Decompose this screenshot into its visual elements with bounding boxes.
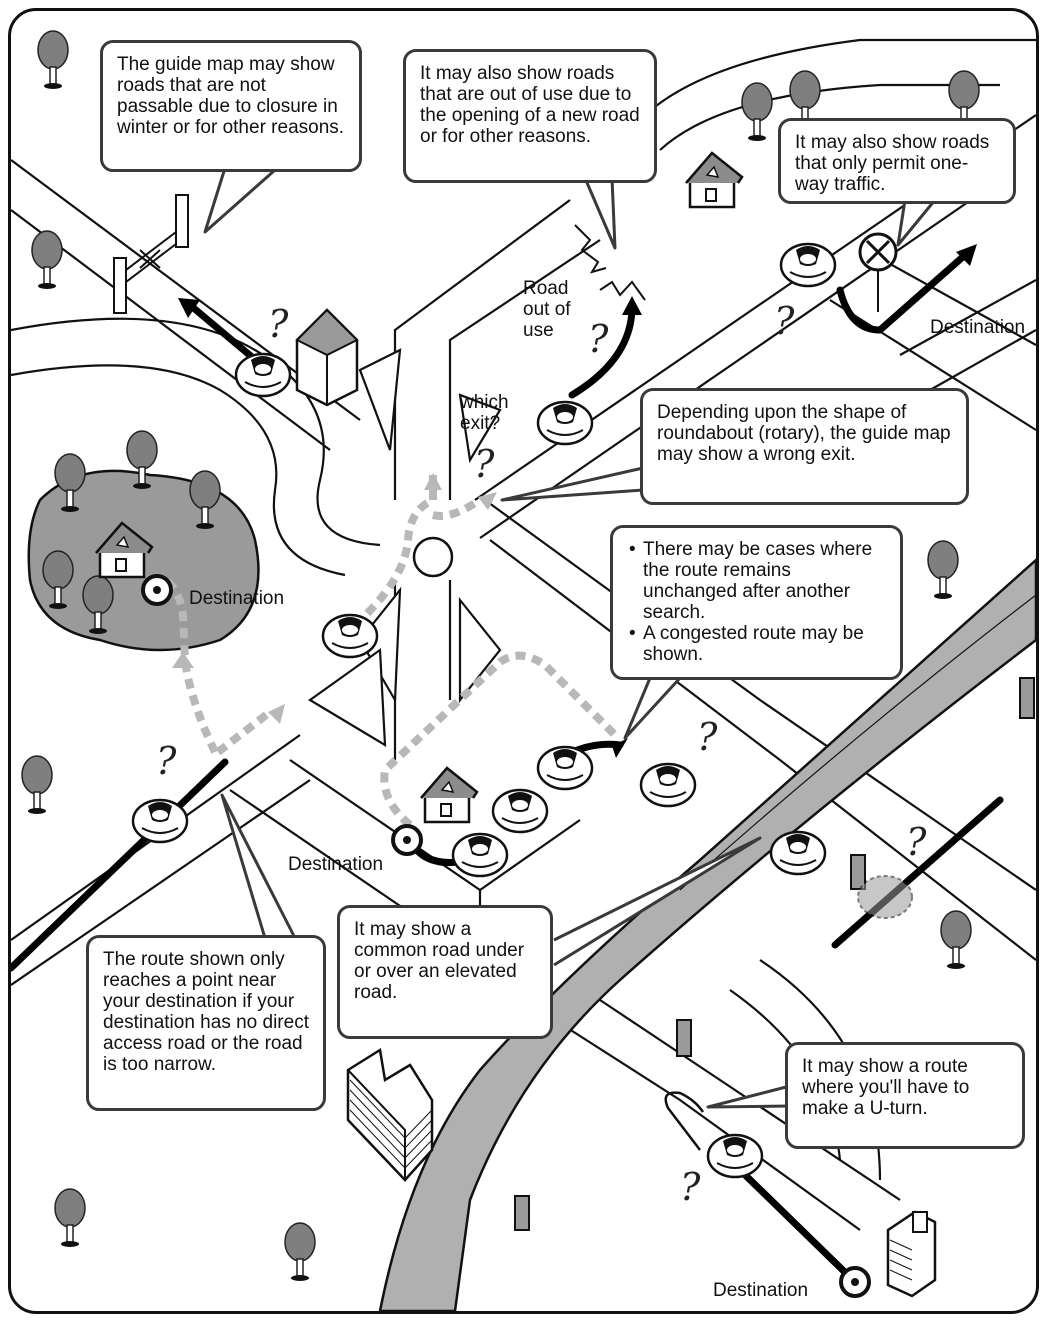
car-icon: [706, 1133, 764, 1179]
road-network: [11, 38, 1036, 1231]
car-icon: [131, 798, 189, 844]
question-mark: ?: [588, 317, 609, 361]
car-icon: [234, 352, 292, 398]
car-icon: [321, 613, 379, 659]
destination-label: Destination: [713, 1280, 809, 1301]
suggested-route-arrowheads: [172, 473, 497, 724]
callout-roundabout: Depending upon the shape of roundabout (…: [640, 388, 969, 505]
destination-marker-icon: [839, 1266, 871, 1298]
elevated-road: [378, 557, 1036, 1311]
destination-label: Destination: [189, 588, 285, 609]
question-mark: ?: [156, 739, 177, 783]
car-icon: [779, 242, 837, 288]
callout-out-of-use: It may also show roads that are out of u…: [403, 49, 657, 183]
roundabout-icon: [412, 536, 454, 578]
tree-icon: [940, 910, 972, 970]
car-icon: [536, 745, 594, 791]
destination-marker-icon: [141, 574, 173, 606]
road-break-icon: [574, 224, 646, 301]
which-exit-label: which exit?: [460, 392, 509, 434]
car-icon: [857, 875, 913, 919]
tree-icon: [741, 82, 773, 142]
tree-icon: [31, 230, 63, 290]
callout-pointers: [203, 167, 937, 1109]
tree-icon: [927, 540, 959, 600]
house-icon: [684, 151, 744, 209]
question-mark: ?: [680, 1165, 701, 1209]
house-icon: [419, 766, 479, 824]
building-icon: [295, 308, 359, 407]
u-turn-path: [664, 1091, 705, 1151]
tree-icon: [284, 1222, 316, 1282]
route-case-item: There may be cases where the route remai…: [627, 539, 886, 623]
callout-route-cases: There may be cases where the route remai…: [610, 525, 903, 680]
callout-closed-roads: The guide map may show roads that are no…: [100, 40, 362, 172]
destination-marker-icon: [391, 824, 423, 856]
question-mark: ?: [697, 715, 718, 759]
car-icon: [639, 762, 697, 808]
callout-near-point: The route shown only reaches a point nea…: [86, 935, 326, 1111]
question-mark: ?: [474, 442, 495, 486]
car-icon: [491, 788, 549, 834]
route-case-item: A congested route may be shown.: [627, 623, 886, 665]
road-out-of-use-label: Road out of use: [523, 278, 571, 341]
car-icon: [769, 830, 827, 876]
tree-icon: [37, 30, 69, 90]
callout-elevated-road: It may show a common road under or over …: [337, 905, 553, 1039]
question-mark: ?: [774, 299, 795, 343]
no-entry-sign-icon: [858, 232, 898, 312]
callout-u-turn: It may show a route where you'll have to…: [785, 1042, 1025, 1149]
question-mark: ?: [268, 302, 289, 346]
tree-icon: [21, 755, 53, 815]
route-arrowheads: [178, 244, 977, 758]
elevated-road-pillars: [514, 677, 1035, 1231]
building-icon: [886, 1210, 937, 1298]
building-icon: [346, 1047, 434, 1182]
car-icon: [536, 400, 594, 446]
question-mark: ?: [906, 820, 927, 864]
destination-label: Destination: [288, 854, 384, 875]
car-icon: [451, 832, 509, 878]
callout-one-way: It may also show roads that only permit …: [778, 118, 1016, 204]
gate-icon: [113, 194, 189, 314]
destination-label: Destination: [930, 317, 1026, 338]
elevated-road-lane: [679, 594, 1036, 891]
tree-icon: [54, 1188, 86, 1248]
